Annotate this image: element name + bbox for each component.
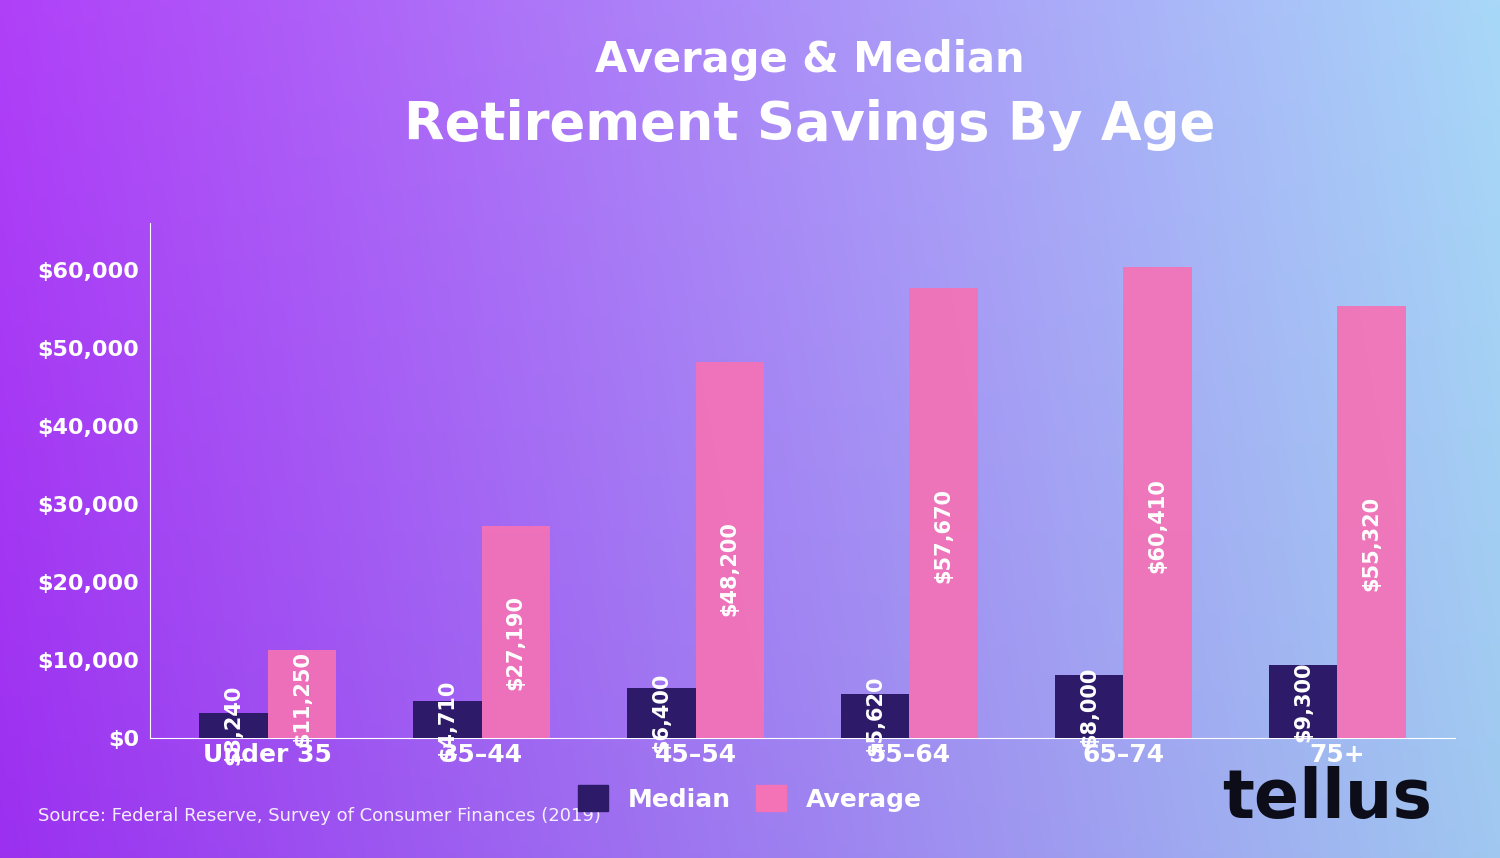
Bar <box>413 701 482 738</box>
Bar <box>1338 306 1406 738</box>
Bar <box>627 688 696 738</box>
Text: $57,670: $57,670 <box>933 488 954 583</box>
Bar <box>267 650 336 738</box>
Bar <box>842 694 909 738</box>
Text: $55,320: $55,320 <box>1362 496 1382 591</box>
Text: Average & Median: Average & Median <box>596 39 1024 81</box>
Text: $6,400: $6,400 <box>651 673 672 753</box>
Bar <box>1269 665 1338 738</box>
Text: Retirement Savings By Age: Retirement Savings By Age <box>405 99 1215 151</box>
Text: $5,620: $5,620 <box>865 676 885 756</box>
Bar <box>200 713 267 738</box>
Text: Source: Federal Reserve, Survey of Consumer Finances (2019): Source: Federal Reserve, Survey of Consu… <box>38 807 600 825</box>
Bar <box>1124 267 1192 738</box>
Bar <box>1054 675 1124 738</box>
Text: $11,250: $11,250 <box>292 651 312 746</box>
Bar <box>909 288 978 738</box>
Legend: Median, Average: Median, Average <box>566 773 934 824</box>
Text: $48,200: $48,200 <box>720 522 740 616</box>
Text: $4,710: $4,710 <box>438 680 458 759</box>
Bar <box>696 362 764 738</box>
Text: $8,000: $8,000 <box>1078 667 1100 746</box>
Text: $27,190: $27,190 <box>506 595 526 690</box>
Text: $9,300: $9,300 <box>1293 662 1312 742</box>
Text: $60,410: $60,410 <box>1148 479 1167 573</box>
Bar <box>482 526 550 738</box>
Text: $3,240: $3,240 <box>224 685 243 765</box>
Text: tellus: tellus <box>1222 766 1432 832</box>
